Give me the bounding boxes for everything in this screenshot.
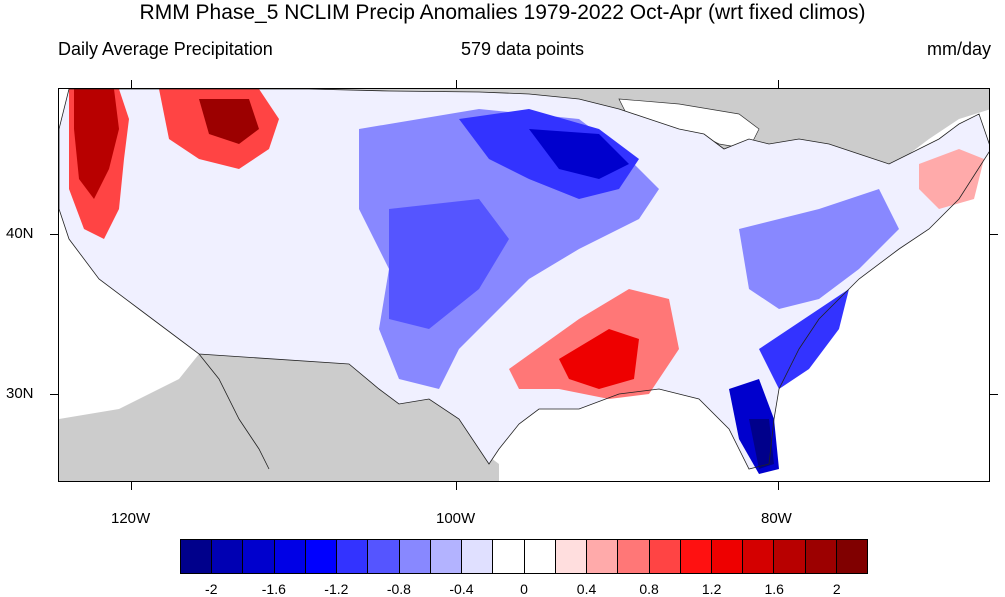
florida-darkest-blue bbox=[749, 419, 774, 469]
colorbar-swatch bbox=[774, 540, 806, 573]
lat-label-30n: 30N bbox=[6, 385, 34, 402]
new-england-red bbox=[919, 149, 984, 209]
anomaly-map bbox=[59, 89, 989, 481]
lat-tick-right-40n bbox=[990, 234, 998, 235]
lon-tick-top-120w bbox=[131, 80, 132, 88]
northern-rockies-dark-red bbox=[199, 99, 259, 144]
lat-tick-right-30n bbox=[990, 394, 998, 395]
colorbar-tick-label: 0 bbox=[520, 581, 528, 597]
colorbar-tick-label: 1.2 bbox=[701, 581, 722, 597]
mexico-land bbox=[59, 354, 499, 481]
colorbar-tick-label: -0.8 bbox=[386, 581, 411, 597]
colorbar-swatch bbox=[618, 540, 650, 573]
lon-tick-120w bbox=[131, 482, 132, 490]
us-outline bbox=[59, 89, 989, 470]
colorbar-swatch bbox=[587, 540, 619, 573]
colorbar-swatch bbox=[555, 540, 588, 573]
colorbar-tick-label: 1.6 bbox=[764, 581, 784, 597]
colorbar-swatch bbox=[805, 540, 837, 573]
lon-tick-top-80w bbox=[778, 80, 779, 88]
colorbar-swatch bbox=[181, 540, 213, 573]
colorbar-swatch bbox=[243, 540, 275, 573]
lon-label-80w: 80W bbox=[761, 510, 792, 527]
lat-label-40n: 40N bbox=[6, 225, 34, 242]
lon-label-120w: 120W bbox=[111, 510, 151, 527]
colorbar-swatch bbox=[836, 540, 868, 573]
colorbar-swatch bbox=[462, 540, 494, 573]
colorbar-tick-label: 2 bbox=[832, 581, 841, 597]
lon-label-100w: 100W bbox=[436, 510, 476, 527]
colorbar-swatch bbox=[493, 540, 525, 573]
canada-land bbox=[309, 89, 989, 164]
lat-tick-30n bbox=[50, 394, 58, 395]
colorbar-tick-label: -0.4 bbox=[449, 581, 474, 597]
colorbar-swatch bbox=[743, 540, 775, 573]
colorbar-swatch bbox=[305, 540, 338, 573]
colorbar-swatch bbox=[711, 540, 744, 573]
colorbar-tick-label: -2 bbox=[205, 581, 218, 597]
lower-mississippi-dark-red bbox=[559, 329, 639, 389]
lat-tick-40n bbox=[50, 234, 58, 235]
east-blue bbox=[739, 189, 899, 309]
colorbar-swatch bbox=[524, 540, 556, 573]
colorbar-tick-label: -1.6 bbox=[261, 581, 286, 597]
lon-tick-80w bbox=[778, 482, 779, 490]
upper-midwest-darkest-blue bbox=[529, 129, 629, 179]
lon-tick-100w bbox=[456, 482, 457, 490]
colorbar-tick-label: 0.4 bbox=[576, 581, 597, 597]
colorbar-swatch bbox=[680, 540, 712, 573]
colorbar-swatch bbox=[399, 540, 431, 573]
colorbar-swatch bbox=[212, 540, 244, 573]
subtitle-units: mm/day bbox=[926, 39, 991, 59]
pacific-northwest-dark-red bbox=[74, 89, 119, 199]
map-title: RMM Phase_5 NCLIM Precip Anomalies 1979-… bbox=[139, 1, 866, 24]
subtitle-data-points: 579 data points bbox=[460, 39, 585, 59]
colorbar-swatch bbox=[274, 540, 306, 573]
colorbar-tick-label: 0.8 bbox=[639, 581, 659, 597]
colorbar-swatch bbox=[649, 540, 681, 573]
baja-outline bbox=[198, 353, 270, 470]
map-plot-area bbox=[58, 88, 990, 482]
subtitle-variable: Daily Average Precipitation bbox=[58, 39, 273, 59]
colorbar bbox=[180, 539, 868, 574]
colorbar-swatch bbox=[337, 540, 369, 573]
lon-tick-top-100w bbox=[456, 80, 457, 88]
colorbar-tick-label: -1.2 bbox=[324, 581, 349, 597]
colorbar-swatch bbox=[368, 540, 400, 573]
colorbar-swatch bbox=[430, 540, 463, 573]
great-plains-mid-blue bbox=[389, 199, 509, 329]
southeast-coast-blue bbox=[759, 289, 849, 389]
